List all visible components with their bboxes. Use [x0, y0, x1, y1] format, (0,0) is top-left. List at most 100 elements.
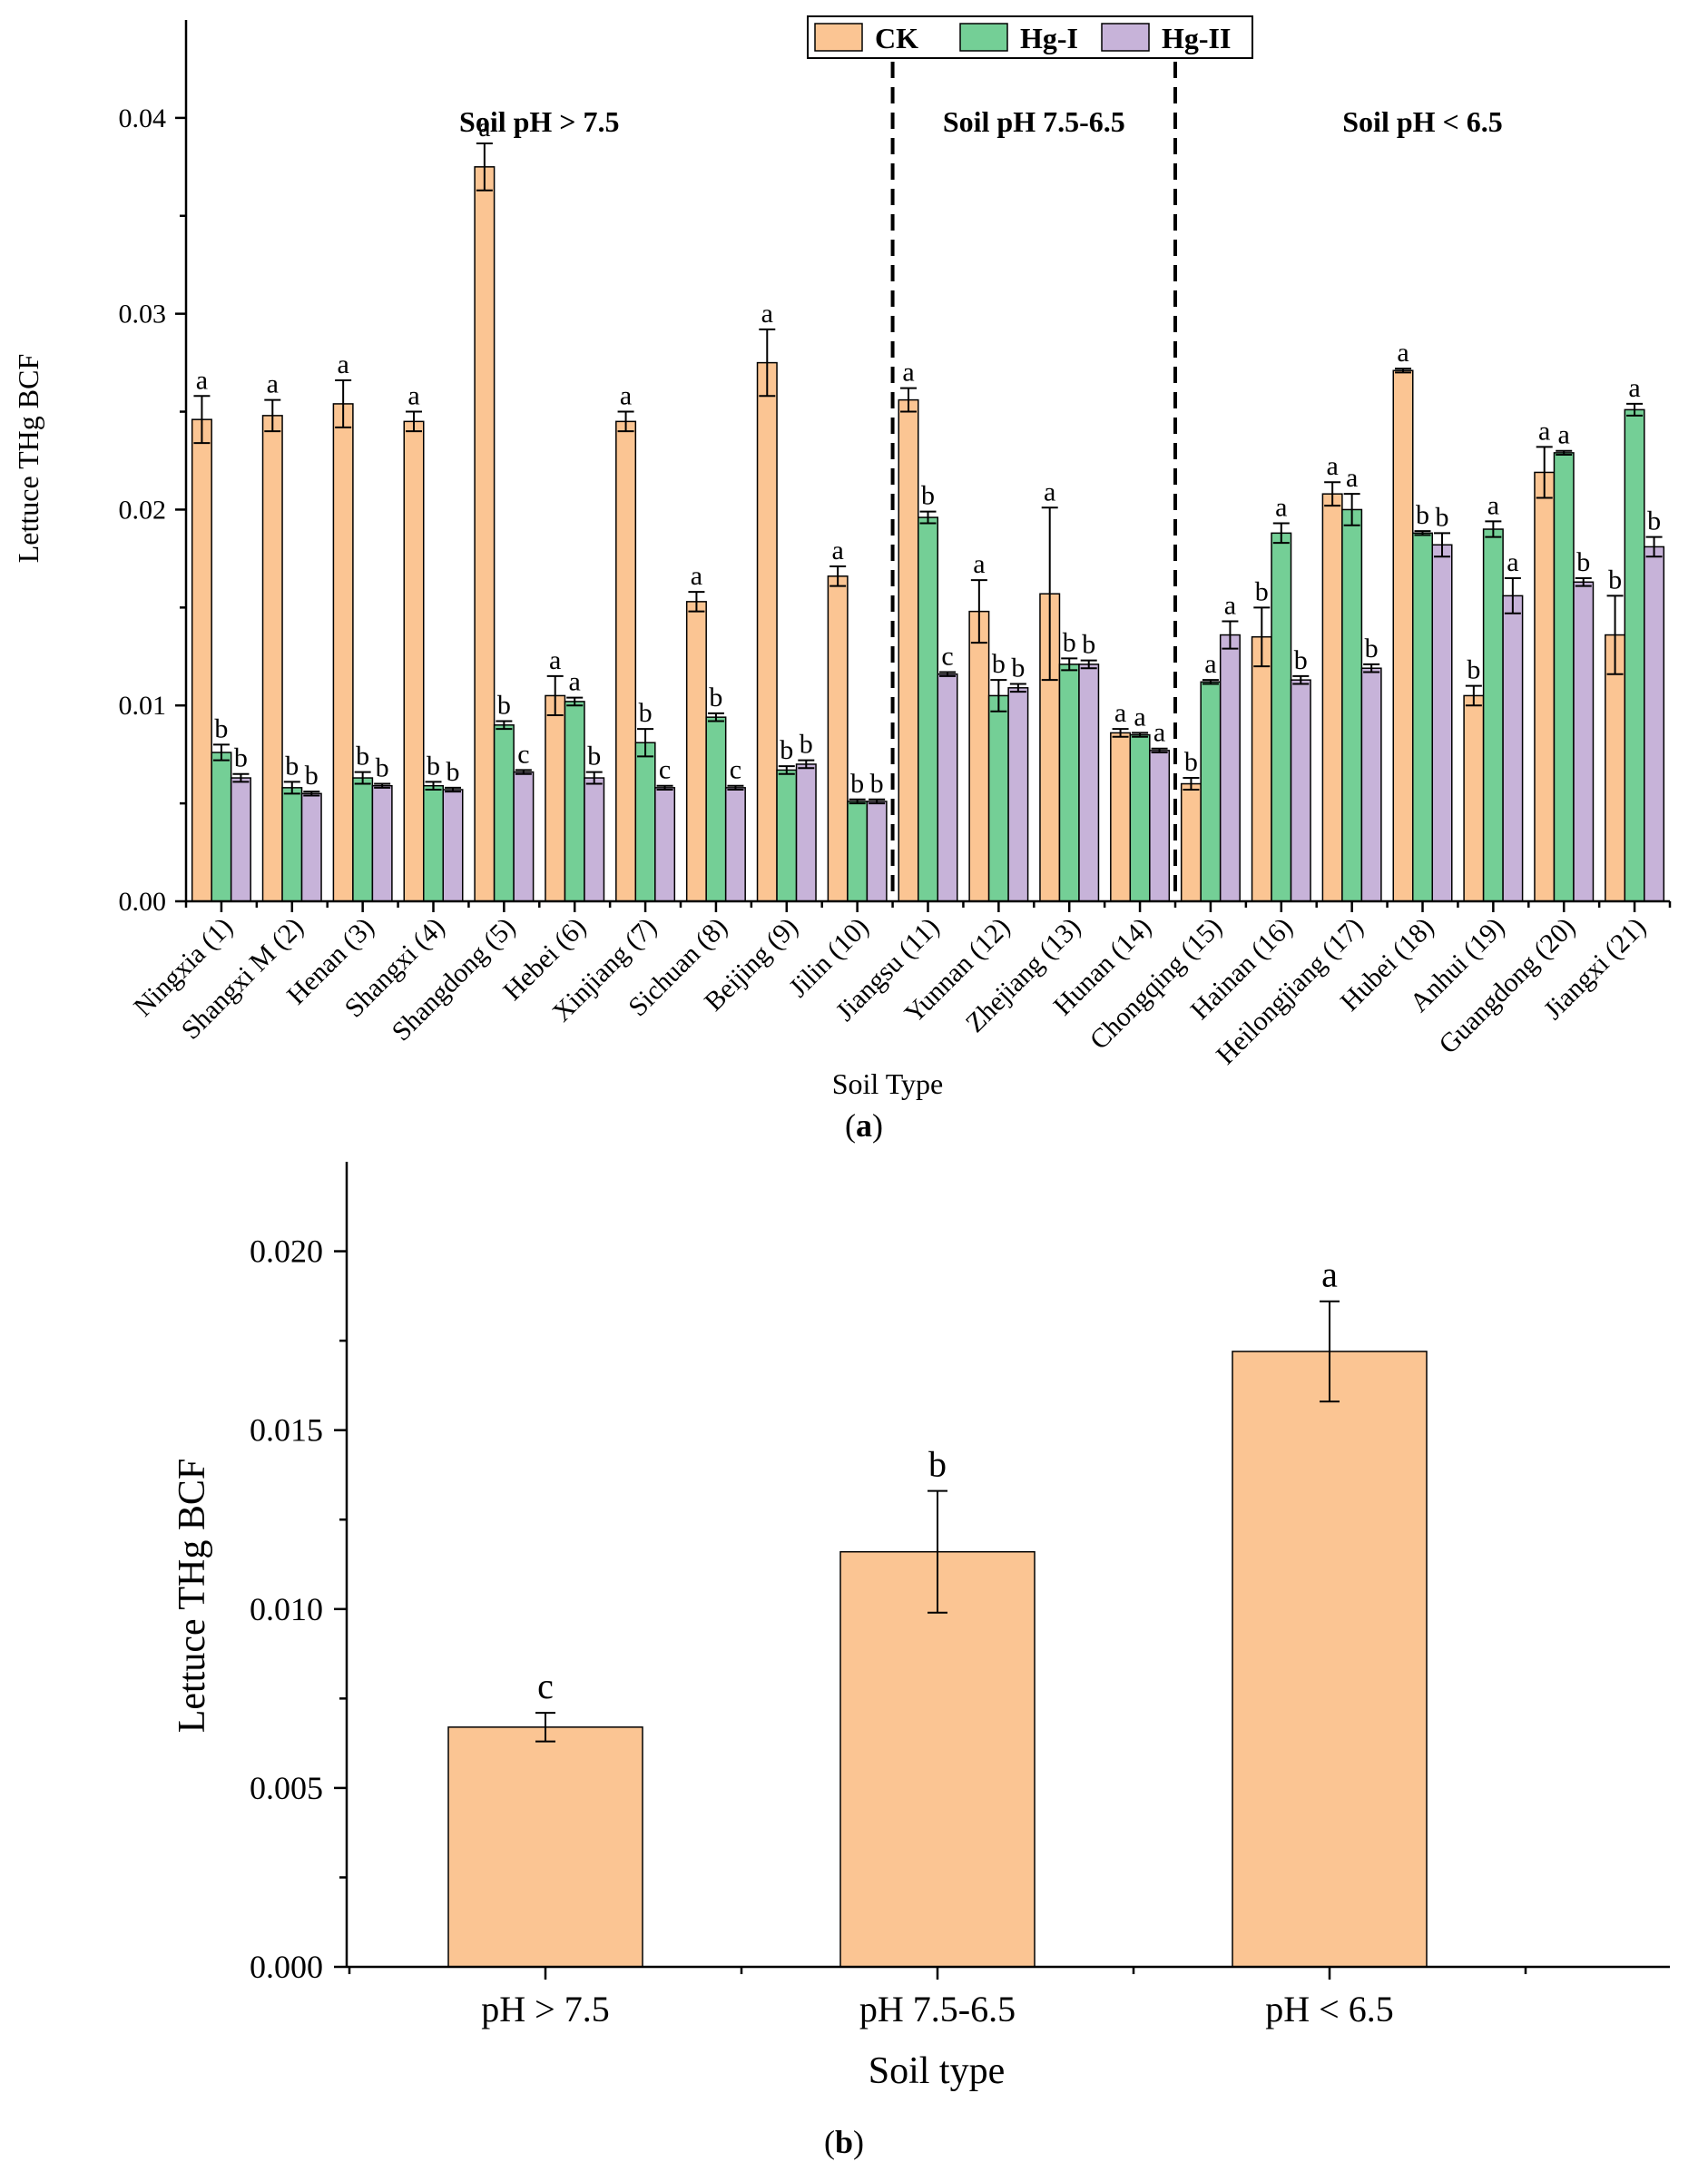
- legend-label-hg-ii: Hg-II: [1162, 22, 1231, 54]
- error-bar-ph-7-5-6-5: [928, 1489, 947, 1614]
- chart-b-significance-labels: c b a: [537, 1254, 1338, 1706]
- bar-hg-ii-sichuan-8: [724, 787, 746, 902]
- error-bar-hg-ii-jiangxi-21: [1645, 536, 1663, 558]
- bar-hg-ii-beijing-9: [795, 763, 817, 902]
- sig-label-hg-i-hebei-6: a: [569, 667, 581, 697]
- sig-label-ck-jiangsu-11: a: [902, 358, 914, 388]
- sig-label-hg-ii-shangxi-m-2: b: [305, 761, 319, 791]
- bar-hg-ii-ningxia-1: [230, 777, 251, 902]
- error-bar-hg-i-beijing-9: [778, 765, 795, 775]
- error-bar-ck-hubei-18: [1395, 368, 1411, 374]
- bar-hg-ii-xinjiang-7: [654, 787, 676, 902]
- y-tick-label: 0.00: [119, 887, 167, 917]
- error-bar-ck-hunan-14: [1112, 728, 1129, 738]
- x-tick-label-shangxi-m-2: Shangxi M (2): [176, 912, 309, 1046]
- bar-hg-i-shangxi-m-2: [281, 787, 303, 902]
- x-tick-label-ph-7-5-6-5: pH 7.5-6.5: [859, 1989, 1016, 2029]
- bar-hg-i-guangdong-20: [1553, 452, 1575, 902]
- bar-ck-hainan-16: [1251, 635, 1272, 902]
- bar-ck-jiangsu-11: [898, 398, 919, 902]
- legend-frame: [807, 15, 1253, 59]
- bar-ck-ningxia-1: [191, 418, 212, 902]
- error-bar-hg-ii-shangdong-5: [515, 769, 532, 775]
- chart-b-y-axis-title: Lettuce THg BCF: [172, 1459, 213, 1734]
- bar-hg-ii-shangxi-m-2: [300, 792, 322, 902]
- bar-hg-ii-jiangxi-21: [1644, 545, 1665, 902]
- bar-hg-ii-anhui-19: [1502, 595, 1524, 902]
- bar-hg-ii-jiangsu-11: [937, 673, 958, 902]
- bar-ck-chongqing-15: [1180, 782, 1202, 902]
- bar-ck-shangxi-4: [403, 420, 425, 902]
- bar-hg-ii-shangdong-5: [513, 771, 535, 902]
- chart-a-error-bars: [193, 142, 1663, 805]
- sig-label-ck-yunnan-12: a: [973, 549, 985, 579]
- bar-hg-ii-hunan-14: [1149, 750, 1171, 902]
- error-bar-ck-sichuan-8: [688, 591, 705, 613]
- sig-label-ck-jiangxi-21: b: [1608, 565, 1622, 595]
- sig-label-hg-ii-beijing-9: b: [800, 730, 813, 760]
- error-bar-hg-ii-ningxia-1: [232, 772, 250, 783]
- error-bar-hg-i-anhui-19: [1485, 520, 1502, 538]
- sig-label-hg-ii-hubei-18: b: [1436, 502, 1449, 532]
- sig-label-hg-ii-chongqing-15: a: [1224, 590, 1236, 620]
- sig-label-ck-hebei-6: a: [549, 645, 561, 675]
- error-bar-ck-chongqing-15: [1183, 777, 1200, 791]
- error-bar-hg-ii-jilin-10: [869, 798, 886, 805]
- error-bar-hg-i-jiangsu-11: [919, 510, 937, 525]
- bar-hg-i-yunnan-12: [987, 694, 1009, 902]
- bar-hg-i-anhui-19: [1482, 528, 1504, 902]
- sig-label-hg-ii-zhejiang-13: b: [1082, 630, 1095, 660]
- sig-label-hg-ii-xinjiang-7: c: [659, 755, 671, 785]
- error-bar-ck-henan-3: [335, 379, 352, 428]
- sig-label-hg-i-ningxia-1: b: [214, 713, 228, 743]
- sig-label-ck-shangxi-m-2: a: [267, 369, 279, 399]
- bar-hg-i-jiangxi-21: [1624, 408, 1645, 902]
- sig-label-hg-ii-shangdong-5: c: [517, 739, 529, 769]
- bar-hg-ii-hebei-6: [584, 777, 605, 902]
- sig-label-ck-zhejiang-13: a: [1044, 477, 1055, 506]
- x-tick-label-shangdong-5: Shangdong (5): [386, 912, 521, 1047]
- sig-label-ck-chongqing-15: b: [1184, 747, 1198, 777]
- bar-ck-jilin-10: [827, 575, 849, 902]
- error-bar-hg-ii-hainan-16: [1292, 674, 1310, 685]
- error-bar-ck-guangdong-20: [1536, 446, 1553, 499]
- sig-label-hg-i-shangdong-5: b: [497, 690, 511, 720]
- error-bar-ck-jiangxi-21: [1606, 595, 1624, 675]
- error-bar-hg-i-yunnan-12: [990, 679, 1007, 713]
- bar-ck-hunan-14: [1110, 732, 1132, 902]
- sig-label-hg-ii-jilin-10: b: [870, 769, 884, 799]
- bar-hg-ii-shangxi-4: [442, 789, 464, 902]
- sig-label-hg-i-guangdong-20: a: [1558, 420, 1570, 450]
- error-bar-ck-beijing-9: [759, 328, 776, 398]
- y-tick-label: 0.015: [250, 1412, 323, 1449]
- chart-b-x-axis-title: Soil type: [869, 2050, 1006, 2092]
- y-tick-label: 0.01: [119, 691, 167, 721]
- sig-label-ck-sichuan-8: a: [691, 561, 702, 591]
- region-label-soil-ph-6-5: Soil pH < 6.5: [1342, 105, 1503, 138]
- bar-hg-i-beijing-9: [776, 769, 798, 902]
- error-bar-hg-i-chongqing-15: [1202, 679, 1219, 685]
- sig-label-ck-shangdong-5: a: [478, 113, 490, 143]
- error-bar-hg-ii-anhui-19: [1504, 576, 1521, 614]
- sig-label-ck-beijing-9: a: [761, 299, 773, 329]
- error-bar-hg-i-guangdong-20: [1556, 449, 1573, 457]
- error-bar-ck-yunnan-12: [970, 579, 987, 644]
- sig-label-hg-i-shangxi-m-2: b: [285, 751, 299, 781]
- sig-label-hg-i-henan-3: b: [356, 742, 369, 772]
- sig-label-hg-i-sichuan-8: b: [709, 683, 722, 713]
- sig-label-hg-ii-hebei-6: b: [587, 742, 601, 772]
- sig-label-hg-i-jiangxi-21: a: [1628, 373, 1640, 403]
- sig-label-ph-6-5: a: [1321, 1254, 1338, 1295]
- sig-label-hg-i-beijing-9: b: [780, 735, 793, 765]
- error-bar-hg-ii-yunnan-12: [1009, 683, 1026, 693]
- y-tick-label: 0.03: [119, 300, 167, 329]
- legend-swatch-hg-i: [959, 23, 1008, 52]
- chart-b-panel-label: (b): [824, 2124, 864, 2160]
- error-bar-hg-ii-hunan-14: [1151, 747, 1168, 754]
- chart-a-region-labels: Soil pH > 7.5 Soil pH 7.5-6.5 Soil pH < 6.…: [459, 105, 1503, 138]
- bar-ck-xinjiang-7: [615, 420, 637, 902]
- sig-label-ck-guangdong-20: a: [1538, 416, 1550, 446]
- bar-ck-hubei-18: [1392, 369, 1414, 902]
- error-bar-hg-ii-henan-3: [374, 782, 391, 789]
